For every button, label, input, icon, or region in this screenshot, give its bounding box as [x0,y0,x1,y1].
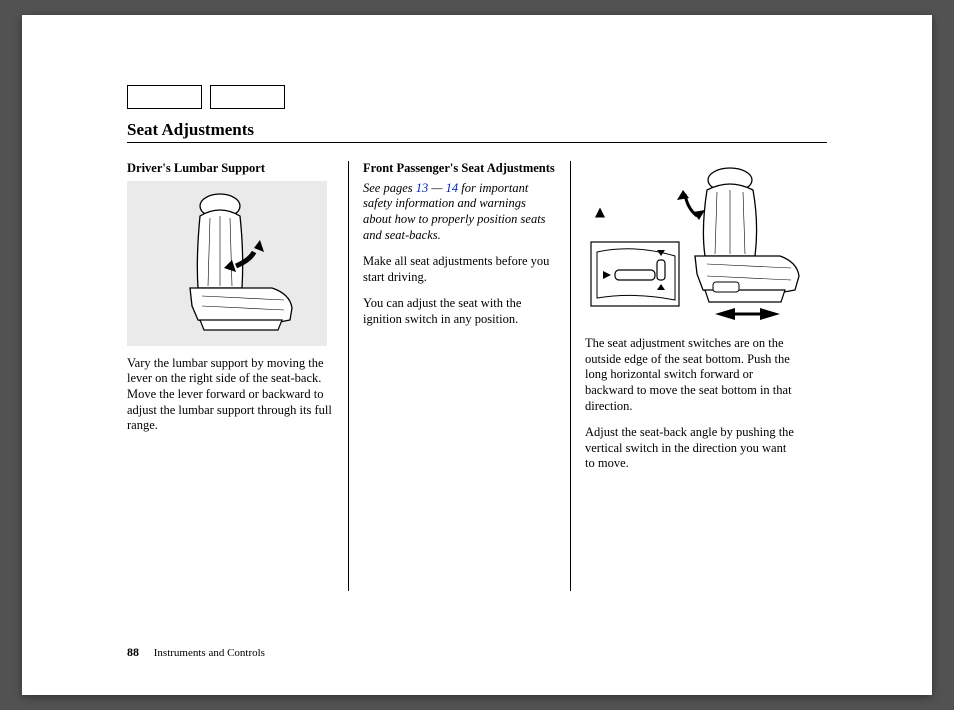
placeholder-box [127,85,202,109]
seat-lumbar-svg [142,188,312,338]
page-link-13[interactable]: 13 [416,181,429,195]
title-row: Seat Adjustments [127,120,827,143]
lumbar-support-illustration [127,181,327,346]
page-link-14[interactable]: 14 [446,181,459,195]
col1-heading: Driver's Lumbar Support [127,161,334,177]
col2-heading: Front Passenger's Seat Adjustments [363,161,556,177]
page-number: 88 [127,645,139,659]
column-2: Front Passenger's Seat Adjustments See p… [349,161,571,591]
passenger-seat-illustration [585,161,805,326]
column-3: The seat adjustment switches are on the … [571,161,811,591]
page-footer: 88 Instruments and Controls [127,645,265,660]
section-name: Instruments and Controls [154,647,265,659]
col3-p1: The seat adjustment switches are on the … [585,336,797,414]
column-1: Driver's Lumbar Support [127,161,349,591]
col2-p2: You can adjust the seat with the ignitio… [363,296,556,327]
seat-switches-svg [585,164,805,324]
content-columns: Driver's Lumbar Support [127,161,827,591]
page-title: Seat Adjustments [127,120,827,140]
header-placeholder-boxes [127,85,285,109]
safety-note: See pages 13 — 14 for important safety i… [363,181,556,244]
col2-p1: Make all seat adjustments before you sta… [363,254,556,285]
safety-pre: See pages [363,181,416,195]
col3-p2: Adjust the seat-back angle by pushing th… [585,425,797,472]
safety-gap: — [428,181,445,195]
manual-page: Seat Adjustments Driver's Lumbar Support [22,15,932,695]
col1-body: Vary the lumbar support by moving the le… [127,356,334,434]
placeholder-box [210,85,285,109]
